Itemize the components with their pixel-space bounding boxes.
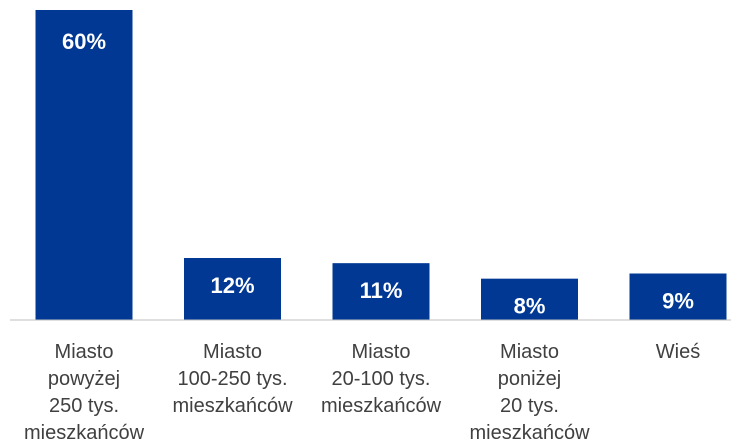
category-label-4: Wieś bbox=[656, 341, 700, 363]
category-label-3-line-1: poniżej bbox=[498, 368, 561, 390]
bars-group: 60% 12% 11% 8% 9% bbox=[35, 10, 727, 320]
category-label-0: Miasto powyżej 250 tys. mieszkańców bbox=[24, 341, 145, 441]
category-label-1-line-1: 100-250 tys. bbox=[177, 368, 287, 390]
category-label-0-line-0: Miasto bbox=[55, 341, 114, 363]
category-label-1-line-0: Miasto bbox=[203, 341, 262, 363]
bar-1 bbox=[184, 258, 281, 320]
category-label-2-line-2: mieszkańców bbox=[321, 395, 442, 417]
category-label-4-line-0: Wieś bbox=[656, 341, 700, 363]
category-label-1-line-2: mieszkańców bbox=[172, 395, 293, 417]
bar-3 bbox=[481, 278, 578, 320]
category-label-3-line-0: Miasto bbox=[500, 341, 559, 363]
category-label-2: Miasto 20-100 tys. mieszkańców bbox=[321, 341, 442, 417]
category-label-2-line-1: 20-100 tys. bbox=[332, 368, 431, 390]
category-label-0-line-3: mieszkańców bbox=[24, 422, 145, 441]
category-label-3: Miasto poniżej 20 tys. mieszkańców bbox=[469, 341, 590, 441]
data-label-0: 60% bbox=[62, 29, 106, 54]
data-label-2: 11% bbox=[360, 278, 403, 303]
category-label-1: Miasto 100-250 tys. mieszkańców bbox=[172, 341, 293, 417]
data-label-4: 9% bbox=[662, 289, 694, 314]
category-label-0-line-2: 250 tys. bbox=[49, 395, 119, 417]
category-label-0-line-1: powyżej bbox=[48, 368, 120, 390]
data-label-1: 12% bbox=[210, 273, 254, 298]
category-label-2-line-0: Miasto bbox=[352, 341, 411, 363]
category-label-3-line-3: mieszkańców bbox=[469, 422, 590, 441]
bar-2 bbox=[332, 263, 430, 320]
category-label-3-line-2: 20 tys. bbox=[500, 395, 559, 417]
bar-4 bbox=[629, 273, 727, 320]
category-labels-group: Miasto powyżej 250 tys. mieszkańców Miasto 10… bbox=[24, 341, 700, 441]
bar-0 bbox=[35, 10, 133, 320]
data-label-3: 8% bbox=[514, 294, 546, 319]
